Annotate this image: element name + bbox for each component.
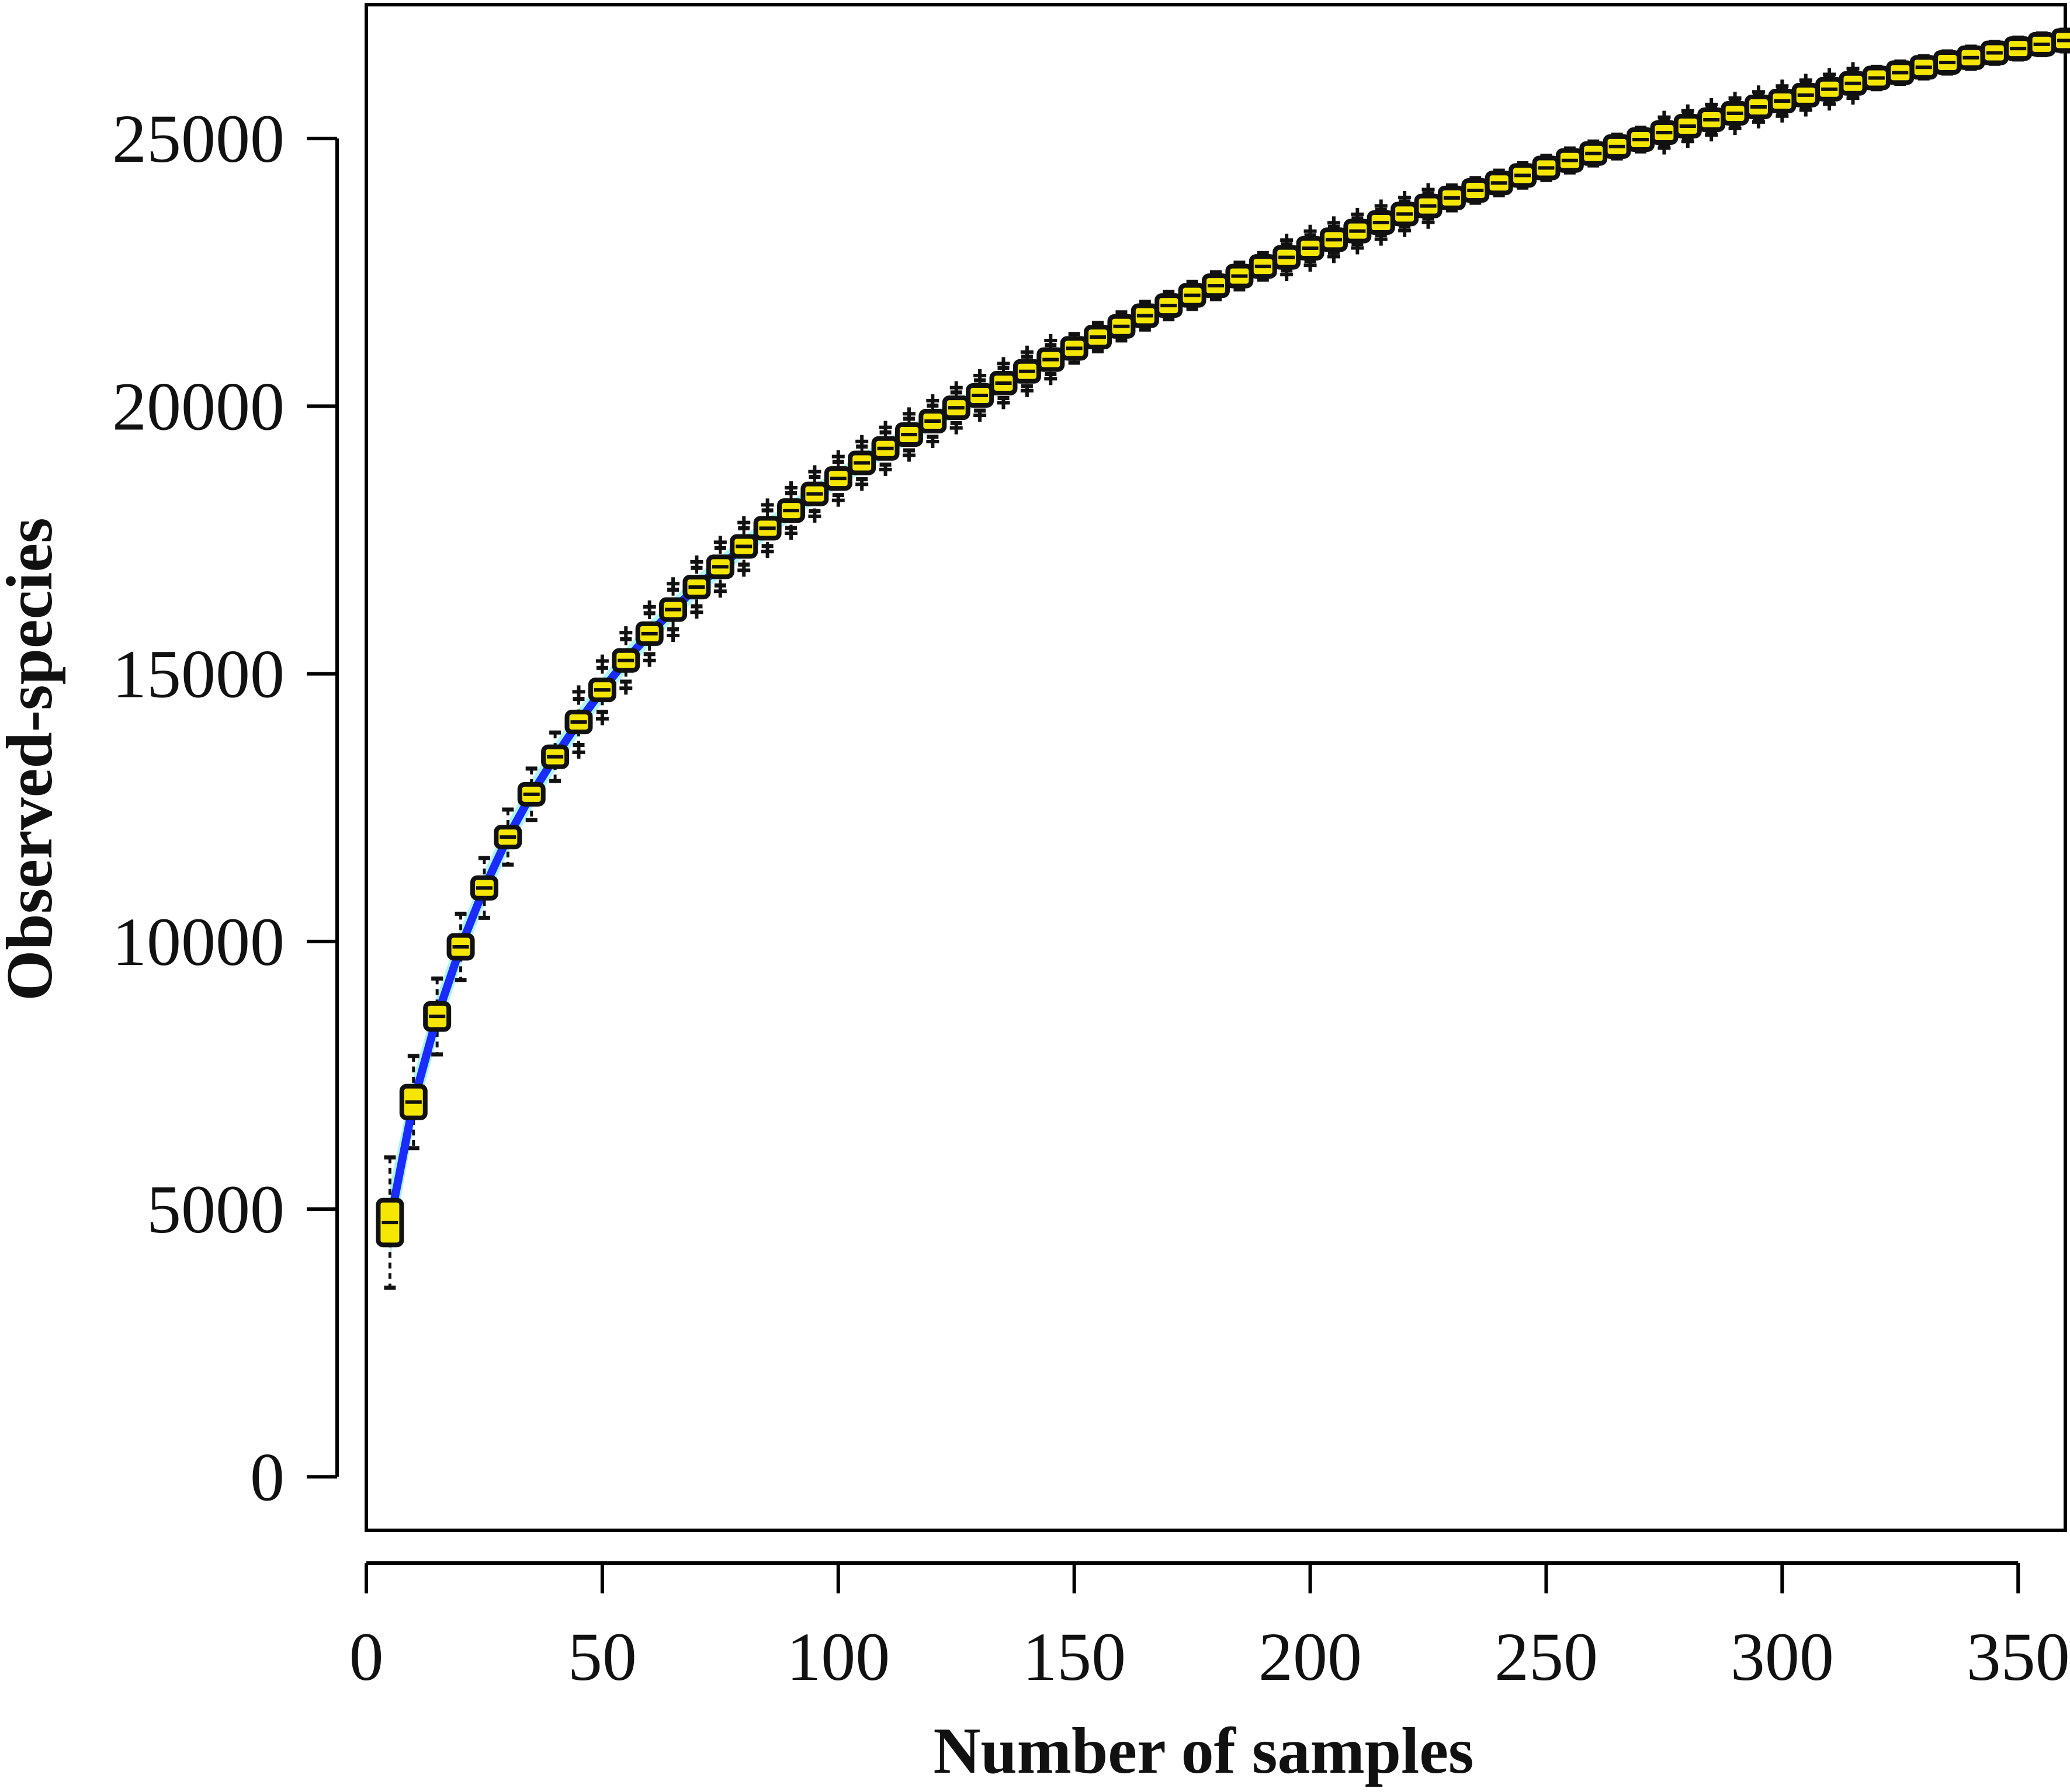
outlier-point <box>1421 216 1435 229</box>
outlier-point <box>855 435 869 448</box>
outlier-point <box>1658 141 1671 155</box>
outlier-point <box>1398 224 1412 237</box>
outlier-point <box>1681 135 1694 148</box>
outlier-point <box>949 381 963 394</box>
y-axis: 0 5000 10000 15000 20000 25000 <box>112 100 339 1515</box>
outlier-point <box>619 682 633 695</box>
outlier-point <box>785 527 798 540</box>
outlier-point <box>713 585 727 598</box>
y-tick-label: 5000 <box>147 1171 285 1248</box>
outlier-point <box>879 421 892 434</box>
y-tick-label: 15000 <box>112 636 285 713</box>
outlier-point <box>973 369 987 383</box>
outlier-point <box>690 555 703 569</box>
y-tick-label: 25000 <box>112 100 285 177</box>
outlier-point <box>595 654 609 668</box>
outlier-point <box>879 463 892 476</box>
outlier-point <box>831 494 845 507</box>
outlier-point <box>1421 183 1435 196</box>
outlier-point <box>1303 224 1317 238</box>
x-tick-label: 0 <box>349 1619 384 1695</box>
outlier-point <box>1044 372 1057 386</box>
outlier-point <box>973 409 987 422</box>
outlier-point <box>761 545 774 558</box>
outlier-point <box>1846 62 1860 75</box>
outlier-point <box>1351 207 1364 221</box>
x-tick-label: 250 <box>1495 1619 1598 1695</box>
outlier-point <box>1728 92 1742 105</box>
outlier-point <box>619 626 633 640</box>
outlier-point <box>643 654 656 667</box>
y-tick-label: 20000 <box>112 368 285 444</box>
outlier-point <box>1705 129 1718 142</box>
outlier-point <box>926 394 939 408</box>
outlier-point <box>855 478 869 491</box>
outlier-point <box>643 600 656 613</box>
outlier-point <box>1846 92 1860 105</box>
outlier-point <box>1327 216 1340 230</box>
y-tick-label: 10000 <box>112 904 285 980</box>
outlier-point <box>1752 85 1765 99</box>
outlier-point <box>1752 115 1765 129</box>
outlier-point <box>997 357 1010 370</box>
y-tick-label: 0 <box>250 1439 285 1515</box>
outlier-point <box>737 564 751 577</box>
boxes <box>376 28 2070 1248</box>
outlier-point <box>1280 234 1294 247</box>
outlier-point <box>1799 103 1812 117</box>
outlier-point <box>713 536 727 549</box>
x-axis: 0 50 100 150 200 250 300 350 <box>349 1561 2070 1695</box>
outlier-point <box>1705 98 1718 111</box>
outlier-point <box>902 407 916 421</box>
outlier-point <box>1303 259 1317 272</box>
outlier-point <box>949 421 963 435</box>
outlier-point <box>808 465 821 478</box>
x-axis-title: Number of samples <box>933 1715 1473 1787</box>
outlier-point <box>1351 241 1364 255</box>
x-tick-label: 100 <box>786 1619 890 1695</box>
outlier-point <box>1776 79 1789 93</box>
outliers <box>572 62 1860 759</box>
outlier-point <box>1020 384 1034 397</box>
outlier-point <box>1020 345 1034 359</box>
x-tick-label: 200 <box>1258 1619 1362 1695</box>
outlier-point <box>1327 250 1340 263</box>
outlier-point <box>737 516 751 529</box>
outlier-point <box>997 396 1010 409</box>
outlier-point <box>1658 110 1671 124</box>
outlier-point <box>1374 199 1388 213</box>
outlier-point <box>1728 122 1742 136</box>
outlier-point <box>761 498 774 512</box>
outlier-point <box>1681 104 1694 117</box>
outlier-point <box>902 449 916 462</box>
x-tick-label: 350 <box>1967 1619 2070 1695</box>
outlier-point <box>1044 334 1057 347</box>
outlier-point <box>831 450 845 463</box>
outlier-point <box>926 435 939 449</box>
x-tick-label: 50 <box>568 1619 637 1695</box>
outlier-point <box>1823 98 1836 111</box>
outlier-point <box>808 509 821 523</box>
x-tick-label: 150 <box>1022 1619 1126 1695</box>
outlier-point <box>667 629 680 643</box>
outlier-point <box>1280 268 1294 282</box>
outlier-point <box>572 745 585 759</box>
outlier-point <box>1374 232 1388 246</box>
plot-frame <box>365 3 2067 1532</box>
outlier-point <box>1776 109 1789 123</box>
outlier-point <box>1398 190 1412 204</box>
y-axis-title: Observed-species <box>0 518 66 1001</box>
outlier-point <box>1799 74 1812 87</box>
outlier-point <box>667 577 680 591</box>
outlier-point <box>690 606 703 619</box>
outlier-point <box>785 481 798 495</box>
outlier-point <box>595 712 609 725</box>
outlier-point <box>1823 68 1836 81</box>
outlier-point <box>572 685 585 699</box>
x-tick-label: 300 <box>1731 1619 1834 1695</box>
